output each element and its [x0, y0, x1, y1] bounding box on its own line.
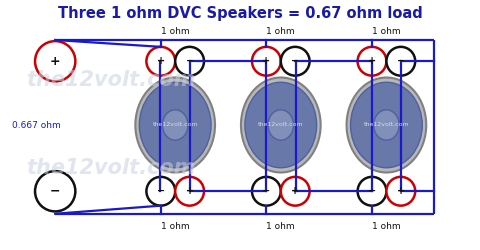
- Text: +: +: [291, 186, 299, 196]
- Ellipse shape: [358, 47, 386, 76]
- Text: −: −: [397, 56, 405, 66]
- Ellipse shape: [146, 177, 175, 206]
- Ellipse shape: [252, 47, 281, 76]
- Text: +: +: [186, 186, 193, 196]
- Text: −: −: [263, 186, 270, 196]
- Text: −: −: [50, 185, 60, 198]
- Ellipse shape: [281, 177, 310, 206]
- Ellipse shape: [175, 47, 204, 76]
- Text: −: −: [186, 56, 193, 66]
- Text: −: −: [157, 186, 165, 196]
- Text: +: +: [263, 56, 270, 66]
- Ellipse shape: [139, 82, 211, 168]
- Ellipse shape: [241, 78, 321, 172]
- Text: +: +: [157, 56, 165, 66]
- Text: the12volt.com: the12volt.com: [152, 122, 198, 128]
- Text: the12volt.com: the12volt.com: [363, 122, 409, 128]
- Text: +: +: [50, 55, 60, 68]
- Text: −: −: [291, 56, 299, 66]
- Text: the12volt.com: the12volt.com: [25, 70, 195, 90]
- Text: 1 ohm: 1 ohm: [372, 222, 401, 231]
- Ellipse shape: [347, 78, 426, 172]
- Text: 1 ohm: 1 ohm: [266, 27, 295, 36]
- Ellipse shape: [386, 177, 415, 206]
- Text: 1 ohm: 1 ohm: [372, 27, 401, 36]
- Text: 0.667 ohm: 0.667 ohm: [12, 120, 60, 130]
- Ellipse shape: [175, 177, 204, 206]
- Ellipse shape: [373, 110, 399, 140]
- Ellipse shape: [135, 78, 215, 172]
- Ellipse shape: [35, 171, 75, 211]
- Ellipse shape: [252, 177, 281, 206]
- Text: −: −: [368, 186, 376, 196]
- Ellipse shape: [386, 47, 415, 76]
- Ellipse shape: [162, 110, 188, 140]
- Text: +: +: [397, 186, 405, 196]
- Text: 1 ohm: 1 ohm: [266, 222, 295, 231]
- Text: the12volt.com: the12volt.com: [25, 158, 195, 178]
- Ellipse shape: [146, 47, 175, 76]
- Ellipse shape: [268, 110, 294, 140]
- Text: the12volt.com: the12volt.com: [258, 122, 304, 128]
- Text: 1 ohm: 1 ohm: [161, 222, 190, 231]
- Text: Three 1 ohm DVC Speakers = 0.67 ohm load: Three 1 ohm DVC Speakers = 0.67 ohm load: [58, 6, 422, 21]
- Ellipse shape: [281, 47, 310, 76]
- Ellipse shape: [35, 41, 75, 82]
- Text: +: +: [368, 56, 376, 66]
- Ellipse shape: [350, 82, 422, 168]
- Ellipse shape: [245, 82, 317, 168]
- Text: 1 ohm: 1 ohm: [161, 27, 190, 36]
- Ellipse shape: [358, 177, 386, 206]
